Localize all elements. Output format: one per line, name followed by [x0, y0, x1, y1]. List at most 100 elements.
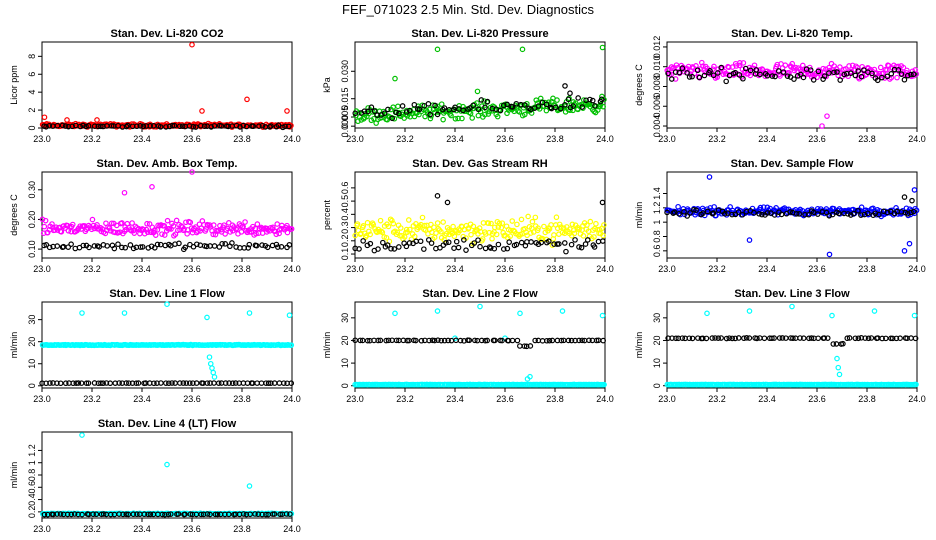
data-point-overlay — [124, 122, 131, 129]
data-point-main — [389, 217, 395, 224]
data-point-main — [358, 230, 364, 237]
data-point-main — [395, 103, 401, 110]
y-tick-label: 10 — [652, 358, 662, 368]
data-point-main — [197, 228, 203, 234]
x-tick-label: 23.4 — [758, 394, 776, 404]
data-point-overlay — [265, 380, 272, 387]
data-point-overlay — [845, 211, 851, 217]
x-tick-label: 23.0 — [33, 394, 51, 404]
data-point-outlier — [204, 314, 210, 321]
data-point-overlay — [710, 210, 717, 216]
data-point-overlay — [778, 211, 785, 218]
data-point-overlay — [718, 64, 725, 71]
data-point-overlay — [568, 337, 575, 344]
data-point-main — [580, 233, 587, 239]
data-point-overlay — [98, 380, 104, 386]
data-point-overlay — [790, 335, 796, 342]
data-point-overlay — [100, 380, 106, 387]
data-point-main — [450, 223, 456, 230]
data-point-outlier — [121, 310, 128, 316]
data-point-overlay — [506, 239, 512, 245]
data-point-main — [108, 220, 115, 227]
data-point-overlay — [46, 244, 53, 251]
data-point-overlay — [805, 211, 812, 218]
data-point-outlier — [599, 312, 606, 319]
chart-title: Stan. Dev. Li-820 Pressure — [411, 28, 548, 40]
data-point-overlay — [472, 337, 478, 344]
data-point-overlay — [169, 380, 175, 386]
data-point-overlay — [90, 511, 96, 518]
data-point-overlay — [679, 65, 686, 72]
x-tick-label: 23.4 — [758, 134, 776, 144]
data-point-overlay — [518, 239, 525, 246]
data-point-overlay — [532, 337, 538, 344]
data-point-outlier — [41, 114, 48, 121]
data-point-overlay — [868, 335, 875, 341]
data-point-overlay — [579, 337, 585, 344]
data-point-main — [394, 229, 401, 236]
data-point-overlay — [829, 211, 836, 218]
data-point-main — [187, 219, 194, 226]
data-point-overlay — [169, 122, 176, 129]
y-axis-label: ml/min — [322, 332, 332, 359]
x-tick-label: 23.6 — [808, 134, 826, 144]
data-point-overlay — [259, 122, 266, 129]
y-axis-label: ml/min — [634, 202, 644, 229]
data-point-overlay — [572, 237, 578, 243]
data-point-overlay — [381, 110, 388, 116]
data-point-overlay — [701, 72, 708, 79]
data-point-overlay — [365, 108, 371, 115]
y-tick-label: 0.006 — [652, 95, 662, 118]
data-point-overlay — [389, 115, 396, 122]
y-tick-label: 0.8 — [652, 230, 662, 243]
data-point-overlay — [883, 335, 889, 342]
data-point-overlay — [898, 71, 905, 77]
data-point-main — [689, 64, 696, 70]
x-tick-label: 24.0 — [283, 264, 301, 274]
data-point-overlay — [486, 244, 493, 250]
data-point-main — [493, 231, 500, 238]
data-point-overlay — [43, 123, 49, 130]
data-point-overlay — [208, 124, 215, 130]
data-point-overlay — [384, 242, 391, 248]
data-point-main — [516, 109, 523, 115]
data-point-overlay — [111, 245, 118, 252]
data-point-main — [499, 220, 506, 226]
data-point-overlay — [250, 123, 257, 130]
data-point-overlay — [584, 237, 591, 243]
data-point-overlay — [65, 123, 72, 130]
data-point-main — [489, 235, 495, 242]
data-point-main — [438, 228, 444, 235]
data-point-main — [553, 214, 560, 221]
data-point-overlay — [846, 335, 853, 341]
data-point-outlier — [79, 310, 85, 316]
y-axis-label: ml/min — [9, 332, 19, 359]
data-point-overlay — [484, 98, 491, 105]
x-tick-label: 23.8 — [233, 524, 251, 534]
data-point-overlay — [491, 245, 498, 252]
data-point-overlay — [676, 210, 682, 217]
data-point-overlay — [80, 242, 87, 249]
chart-title: Stan. Dev. Sample Flow — [731, 158, 854, 170]
data-point-overlay — [855, 68, 862, 74]
y-axis-label: kPa — [322, 77, 332, 93]
x-tick-label: 23.6 — [183, 264, 201, 274]
data-point-overlay — [460, 107, 466, 114]
data-point-main — [591, 234, 597, 240]
data-point-overlay — [684, 70, 690, 76]
data-point-main — [242, 219, 248, 225]
data-point-overlay — [69, 123, 76, 130]
data-point-outlier — [211, 374, 218, 380]
data-point-overlay — [116, 380, 122, 386]
data-point-overlay — [98, 123, 104, 130]
data-point-main — [877, 64, 884, 71]
data-point-outlier — [911, 312, 918, 319]
data-point-outlier — [79, 432, 85, 438]
data-point-main — [535, 225, 541, 231]
data-point-overlay — [426, 337, 432, 344]
data-point-overlay — [280, 380, 287, 386]
data-point-outlier — [189, 41, 195, 48]
data-point-overlay — [54, 243, 61, 249]
data-point-main — [383, 234, 390, 241]
data-point-overlay — [901, 76, 908, 83]
